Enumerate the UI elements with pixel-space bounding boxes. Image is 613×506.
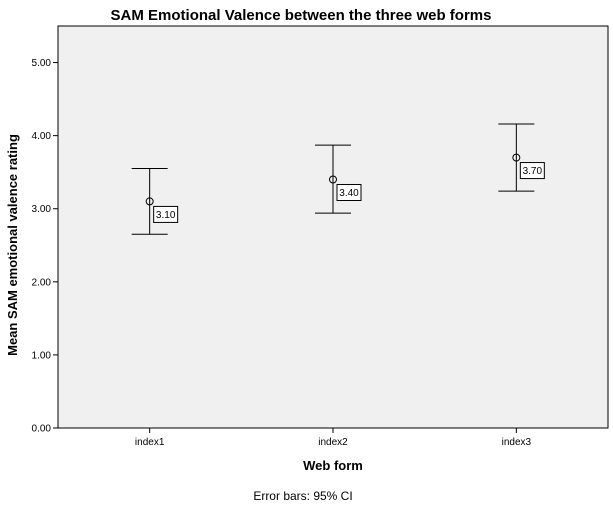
x-tick-label: index2 [318, 437, 348, 448]
x-tick-label: index1 [135, 437, 165, 448]
y-tick-label: 2.00 [32, 277, 52, 288]
y-tick-label: 5.00 [32, 58, 52, 69]
data-label: 3.40 [337, 184, 361, 200]
plot-area [58, 26, 608, 428]
x-axis-title: Web form [303, 458, 363, 473]
data-label-text: 3.70 [523, 166, 543, 177]
chart-title: SAM Emotional Valence between the three … [111, 7, 492, 24]
y-tick-label: 3.00 [32, 204, 52, 215]
data-label: 3.10 [154, 206, 178, 222]
data-label-text: 3.10 [156, 210, 176, 221]
y-axis: 0.00 1.00 2.00 3.00 4.00 5.00 [32, 58, 58, 434]
y-axis-title: Mean SAM emotional valence rating [5, 134, 20, 356]
y-tick-label: 1.00 [32, 350, 52, 361]
x-tick-label: index3 [502, 437, 532, 448]
y-tick-label: 4.00 [32, 131, 52, 142]
data-label: 3.70 [520, 163, 544, 179]
data-label-text: 3.40 [339, 188, 359, 199]
x-axis: index1 index2 index3 [135, 428, 532, 448]
footnote: Error bars: 95% CI [253, 489, 352, 503]
y-tick-label: 0.00 [32, 424, 52, 435]
